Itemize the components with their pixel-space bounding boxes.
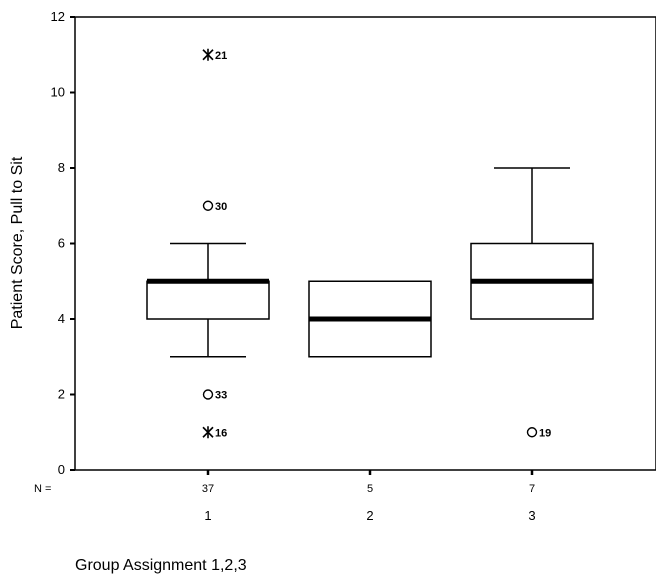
x-axis: 37 1 5 2 7 3 [202, 470, 536, 523]
x-category-label: 2 [366, 508, 373, 523]
extreme-outlier-marker [202, 48, 214, 61]
y-tick-label: 2 [58, 387, 65, 402]
y-tick-label: 12 [51, 9, 65, 24]
outlier-case-label: 19 [539, 427, 551, 439]
outlier-case-label: 30 [215, 201, 227, 213]
n-count-value: 37 [202, 483, 214, 495]
box-group-3: 19 [470, 167, 594, 439]
box-group-2 [308, 280, 432, 358]
box-group-1: 21 30 33 16 [146, 48, 270, 439]
x-category-label: 3 [528, 508, 535, 523]
outlier-case-label: 21 [215, 50, 227, 62]
outlier-marker [526, 427, 538, 438]
y-tick-label: 8 [58, 160, 65, 175]
y-tick-label: 4 [58, 311, 65, 326]
n-count-label: N = [34, 483, 51, 495]
n-count-value: 7 [529, 483, 535, 495]
outlier-case-label: 16 [215, 427, 227, 439]
y-axis: 0 2 4 6 8 10 12 [51, 9, 75, 477]
box-groups: 21 30 33 16 19 [146, 48, 594, 439]
extreme-outlier-marker [202, 426, 214, 439]
outlier-case-label: 33 [215, 390, 227, 402]
iqr-box [146, 280, 270, 320]
n-count-value: 5 [367, 483, 373, 495]
y-tick-label: 0 [58, 462, 65, 477]
outlier-marker [202, 389, 214, 400]
y-axis-title: Patient Score, Pull to Sit [9, 156, 26, 329]
x-category-label: 1 [204, 508, 211, 523]
x-axis-title: Group Assignment 1,2,3 [75, 557, 247, 574]
y-tick-label: 10 [51, 85, 65, 100]
outlier-marker [202, 200, 214, 211]
y-tick-label: 6 [58, 236, 65, 251]
